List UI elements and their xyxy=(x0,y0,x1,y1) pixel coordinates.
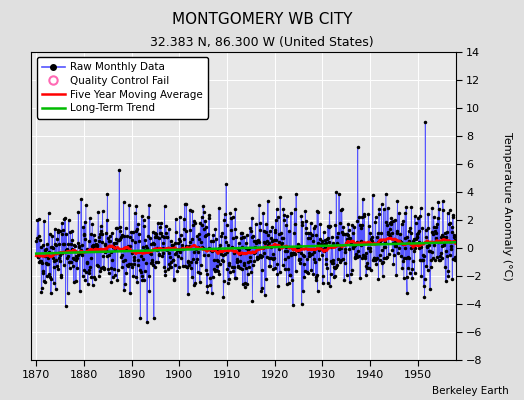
Text: Berkeley Earth: Berkeley Earth xyxy=(432,386,508,396)
Legend: Raw Monthly Data, Quality Control Fail, Five Year Moving Average, Long-Term Tren: Raw Monthly Data, Quality Control Fail, … xyxy=(37,57,208,118)
Y-axis label: Temperature Anomaly (°C): Temperature Anomaly (°C) xyxy=(502,132,512,280)
Text: MONTGOMERY WB CITY: MONTGOMERY WB CITY xyxy=(172,12,352,27)
Text: 32.383 N, 86.300 W (United States): 32.383 N, 86.300 W (United States) xyxy=(150,36,374,49)
